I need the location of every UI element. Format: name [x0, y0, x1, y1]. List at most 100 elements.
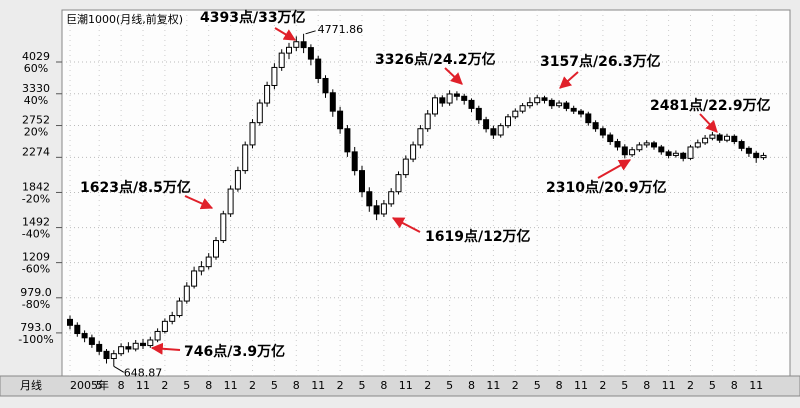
candle-body: [621, 146, 628, 156]
x-tick-label: 8: [643, 379, 650, 392]
low-pointer: [113, 365, 125, 373]
y-tick-percent-label: 20%: [24, 126, 48, 139]
candle-body: [198, 266, 205, 272]
candle-body: [315, 58, 322, 79]
candle-body: [658, 146, 665, 153]
x-tick-label: 2: [424, 379, 431, 392]
candle-body: [337, 110, 344, 130]
candle-body: [402, 158, 409, 176]
candle-body: [351, 151, 358, 172]
candle-body: [322, 77, 329, 94]
candle-body: [475, 107, 482, 121]
candle-body: [745, 147, 752, 154]
y-tick-percent-label: 60%: [24, 62, 48, 75]
candle-body: [497, 125, 504, 136]
candle-body: [388, 191, 395, 205]
x-tick-label: 2: [161, 379, 168, 392]
candle-body: [359, 170, 365, 193]
candle-body: [578, 110, 584, 115]
candle-body: [738, 141, 745, 149]
candle-body: [599, 128, 606, 136]
candle-body: [81, 333, 88, 339]
annotation: 3326点/24.2万亿: [375, 51, 496, 68]
candle-body: [724, 135, 730, 141]
candle-body: [453, 93, 460, 97]
candle-body: [96, 343, 103, 352]
candle-body: [169, 315, 176, 322]
x-tick-label: 5: [359, 379, 366, 392]
candle-body: [278, 52, 285, 68]
candle-body: [534, 97, 541, 104]
candle-body: [366, 191, 373, 207]
candle-body: [249, 122, 256, 146]
candle-body: [563, 102, 570, 109]
candle-body: [67, 318, 73, 326]
candle-body: [147, 339, 154, 347]
candle-body: [672, 152, 679, 156]
y-tick-label: 2274: [22, 145, 50, 158]
x-tick-label: 11: [574, 379, 588, 392]
candle-body: [307, 47, 314, 60]
x-tick-label: 5: [446, 379, 453, 392]
candle-body: [424, 113, 431, 130]
candle-body: [585, 113, 592, 124]
candle-body: [541, 97, 548, 101]
candle-body: [439, 97, 446, 104]
candle-body: [446, 93, 453, 104]
x-tick-label: 11: [486, 379, 500, 392]
candle-body: [293, 41, 300, 48]
candle-body: [614, 141, 621, 148]
candle-body: [643, 142, 650, 146]
candle-body: [213, 240, 219, 258]
x-tick-label: 11: [662, 379, 676, 392]
x-tick-label: 11: [399, 379, 413, 392]
annotation-arrow: [559, 71, 579, 89]
y-tick-label: 4029: [22, 50, 50, 63]
candle-body: [592, 122, 599, 130]
candle-body: [636, 144, 643, 151]
annotation-arrow: [597, 159, 632, 179]
candle-body: [264, 84, 271, 104]
candle-body: [548, 99, 555, 107]
candle-body: [490, 128, 497, 136]
x-tick-label: 2: [687, 379, 694, 392]
candle-body: [234, 170, 241, 190]
x-tick-label: 2: [249, 379, 256, 392]
x-tick-label: 8: [118, 379, 125, 392]
candle-body: [161, 320, 168, 332]
candle-body: [380, 203, 387, 215]
candle-body: [329, 92, 336, 112]
x-tick-label: 5: [271, 379, 278, 392]
high-label: 4771.86: [318, 23, 364, 36]
x-tick-label: 8: [205, 379, 212, 392]
x-tick-label: 8: [556, 379, 563, 392]
candle-body: [118, 346, 125, 355]
annotation-arrow: [699, 113, 718, 133]
x-tick-label: 11: [311, 379, 325, 392]
annotation-arrow: [444, 67, 463, 85]
candle-body: [716, 134, 723, 141]
candle-body: [512, 110, 519, 118]
annotation: 2481点/22.9万亿: [650, 97, 771, 114]
y-tick-label: 1842: [22, 180, 50, 193]
candle-body: [103, 350, 110, 360]
x-tick-label: 5: [534, 379, 541, 392]
candle-body: [687, 146, 694, 159]
y-tick-label: 979.0: [20, 286, 52, 299]
y-tick-percent-label: -40%: [22, 228, 50, 241]
candle-body: [753, 152, 760, 159]
annotation: 2310点/20.9万亿: [546, 179, 667, 196]
candle-body: [468, 99, 475, 109]
candle-body: [483, 119, 490, 130]
candle-body: [607, 134, 614, 143]
candle-body: [191, 270, 198, 287]
candle-body: [680, 152, 687, 159]
candle-body: [651, 142, 657, 148]
x-tick-label: 5: [709, 379, 716, 392]
candle-body: [220, 213, 227, 242]
candle-body: [300, 41, 307, 49]
candle-body: [417, 128, 424, 146]
candle-body: [74, 324, 81, 335]
candle-body: [461, 95, 468, 101]
